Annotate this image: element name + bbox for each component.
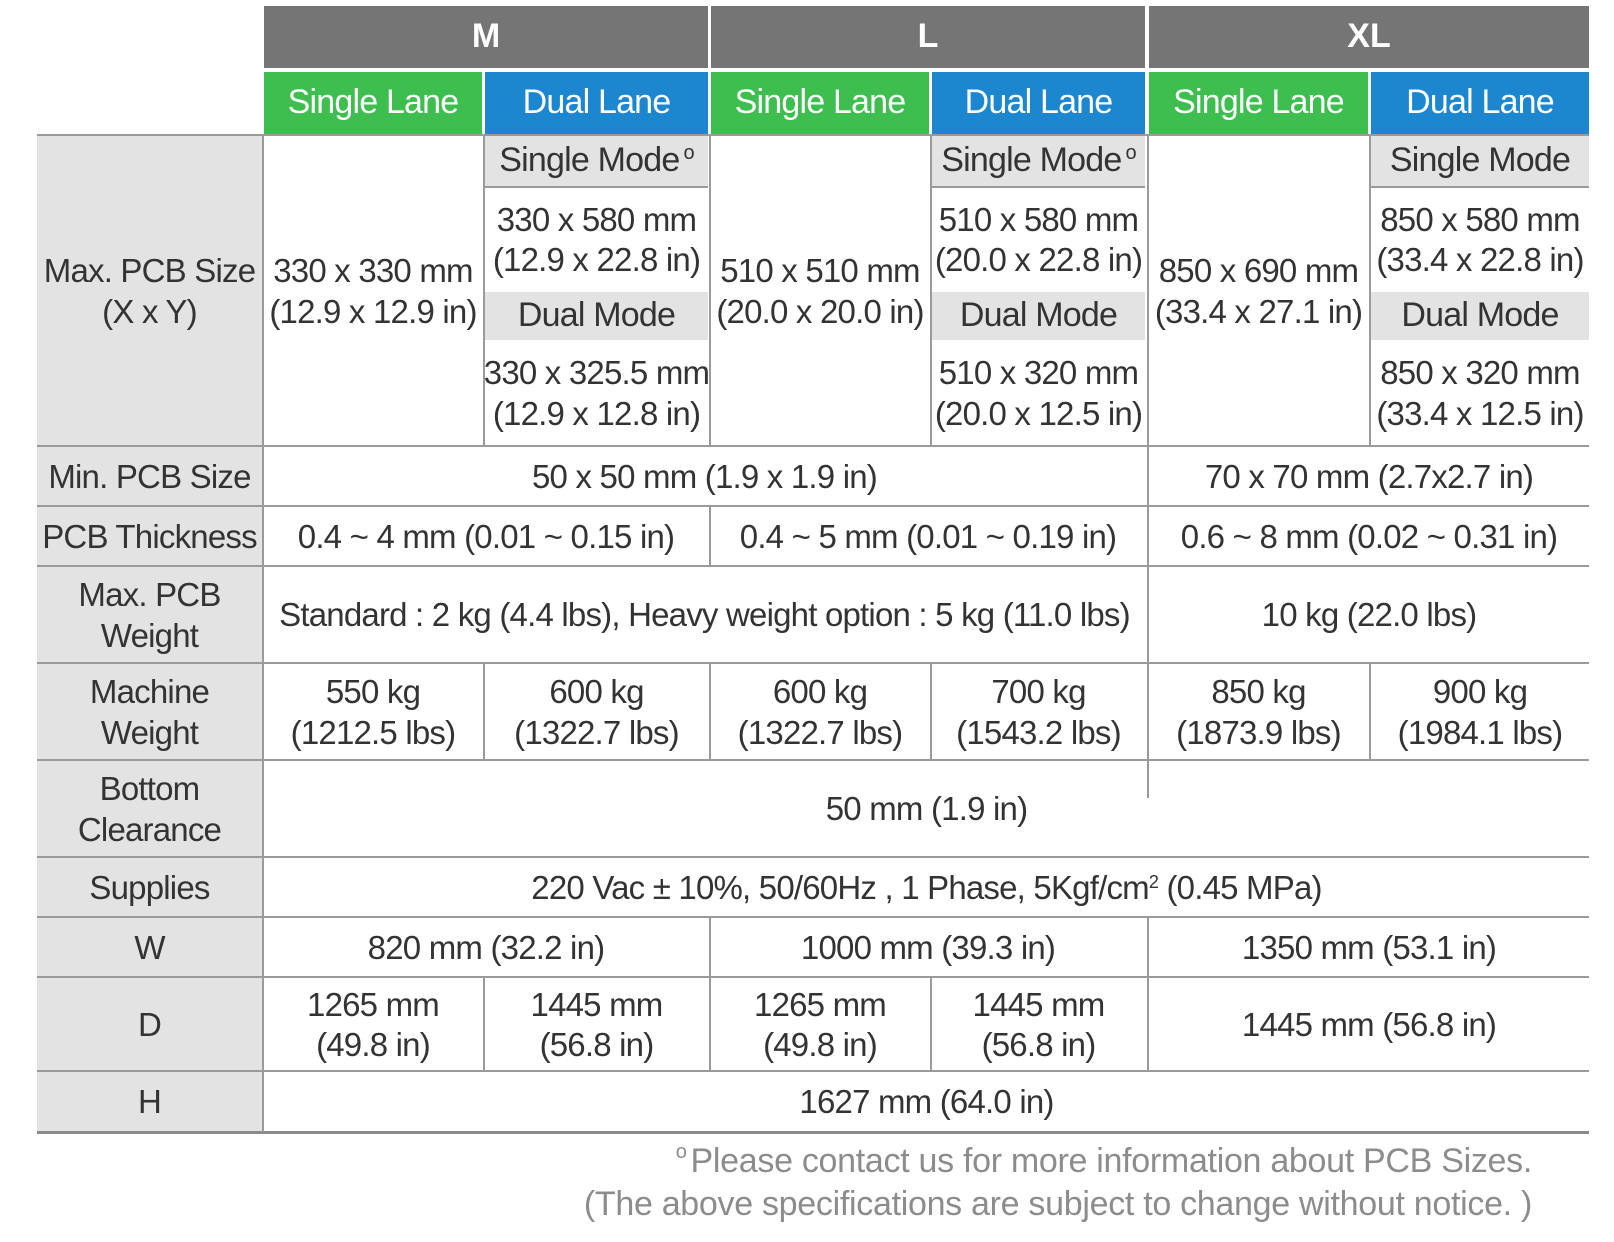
l-dual-dual-mode-value: 510 x 320 mm (20.0 x 12.5 in) (934, 354, 1143, 432)
rule (1369, 664, 1371, 761)
supplies-value: 220 Vac ± 10%, 50/60Hz , 1 Phase, 5Kgf/c… (531, 868, 1322, 906)
thickness-m: 0.4 ~ 4 mm (0.01 ~ 0.15 in) (297, 517, 675, 555)
thickness-l: 0.4 ~ 5 mm (0.01 ~ 0.19 in) (739, 517, 1117, 555)
label-bottom-clearance: Bottom Clearance (37, 761, 262, 858)
rule (1147, 136, 1149, 798)
label-pcb-thickness: PCB Thickness (37, 507, 262, 567)
rule (709, 136, 711, 447)
rule (37, 445, 1589, 447)
machine-weight-l-dual: 700 kg (1543.2 lbs) (956, 673, 1121, 751)
pcb-weight-xl: 10 kg (22.0 lbs) (1261, 596, 1477, 634)
l-dual-single-mode-label: Single Mode o (932, 136, 1145, 186)
rule (1147, 918, 1149, 1072)
rule (37, 505, 1589, 507)
h-value: 1627 mm (64.0 in) (799, 1082, 1054, 1120)
rule (709, 918, 711, 1072)
xl-dual-dual-mode-value: 850 x 320 mm (33.4 x 12.5 in) (1376, 354, 1584, 432)
lane-header-l-single: Single Lane (711, 72, 929, 134)
w-xl: 1350 mm (53.1 in) (1241, 928, 1497, 966)
pcb-weight-m-l: Standard : 2 kg (4.4 lbs), Heavy weight … (279, 596, 1130, 634)
d-m-single: 1265 mm (49.8 in) (307, 985, 440, 1063)
max-pcb-m-single: 330 x 330 mm (12.9 x 12.9 in) (269, 252, 477, 330)
footnote-mark: o (1125, 142, 1136, 165)
min-pcb-xl: 70 x 70 mm (2.7x2.7 in) (1204, 457, 1534, 495)
machine-weight-xl-single: 850 kg (1873.9 lbs) (1176, 673, 1341, 751)
rule (37, 1070, 1589, 1072)
rule (262, 136, 264, 1132)
model-header-m: M (264, 6, 708, 68)
max-pcb-xl-single: 850 x 690 mm (33.4 x 27.1 in) (1154, 252, 1363, 330)
xl-dual-dual-mode-label: Dual Mode (1371, 292, 1589, 340)
w-l: 1000 mm (39.3 in) (800, 928, 1056, 966)
w-m: 820 mm (32.2 in) (367, 928, 605, 966)
lane-header-l-dual: Dual Lane (932, 72, 1145, 134)
m-dual-dual-mode-value: 330 x 325.5 mm (12.9 x 12.8 in) (483, 354, 710, 432)
machine-weight-xl-dual: 900 kg (1984.1 lbs) (1397, 673, 1563, 751)
max-pcb-l-single: 510 x 510 mm (20.0 x 20.0 in) (716, 252, 924, 330)
d-l-single: 1265 mm (49.8 in) (754, 985, 887, 1063)
rule (483, 664, 485, 761)
d-l-dual: 1445 mm (56.8 in) (972, 985, 1106, 1063)
l-dual-single-mode-value: 510 x 580 mm (20.0 x 22.8 in) (934, 200, 1143, 278)
bottom-clearance-value: 50 mm (1.9 in) (825, 790, 1028, 828)
lane-header-m-single: Single Lane (264, 72, 482, 134)
m-dual-dual-mode-label: Dual Mode (485, 292, 708, 340)
xl-dual-single-mode-value: 850 x 580 mm (33.4 x 22.8 in) (1376, 200, 1584, 278)
m-dual-single-mode-label: Single Mode o (485, 136, 708, 186)
thickness-xl: 0.6 ~ 8 mm (0.02 ~ 0.31 in) (1180, 517, 1558, 555)
rule (930, 978, 932, 1072)
rule (1369, 136, 1371, 447)
rule (709, 664, 711, 761)
rule-top (37, 134, 1589, 136)
rule (37, 565, 1589, 567)
rule (483, 978, 485, 1072)
xl-dual-single-mode-label: Single Mode (1371, 136, 1589, 186)
lane-header-xl-single: Single Lane (1149, 72, 1368, 134)
label-h: H (37, 1072, 262, 1132)
d-m-dual: 1445 mm (56.8 in) (530, 985, 664, 1063)
rule (1371, 186, 1589, 188)
rule (37, 916, 1589, 918)
rule (709, 507, 711, 567)
rule (483, 136, 485, 447)
machine-weight-m-dual: 600 kg (1322.7 lbs) (514, 673, 679, 751)
rule (37, 662, 1589, 664)
machine-weight-l-single: 600 kg (1322.7 lbs) (737, 673, 903, 751)
lane-header-m-dual: Dual Lane (485, 72, 708, 134)
machine-weight-m-single: 550 kg (1212.5 lbs) (290, 673, 456, 751)
min-pcb-m-l: 50 x 50 mm (1.9 x 1.9 in) (532, 457, 878, 495)
model-header-xl: XL (1149, 6, 1589, 68)
m-dual-single-mode-value: 330 x 580 mm (12.9 x 22.8 in) (492, 200, 701, 278)
rule-bottom (37, 1131, 1589, 1134)
rule (930, 664, 932, 761)
footnote-line-1: o Please contact us for more information … (675, 1141, 1533, 1180)
rule (37, 759, 1589, 761)
lane-header-xl-dual: Dual Lane (1371, 72, 1589, 134)
rule (485, 186, 708, 188)
rule (932, 186, 1145, 188)
label-w: W (37, 918, 262, 978)
label-machine-weight: Machine Weight (37, 664, 262, 761)
d-xl: 1445 mm (56.8 in) (1241, 1005, 1497, 1043)
label-d: D (37, 978, 262, 1072)
model-header-l: L (711, 6, 1145, 68)
label-supplies: Supplies (37, 858, 262, 918)
rule (37, 856, 1589, 858)
rule (930, 136, 932, 447)
footnote-mark: o (675, 1141, 687, 1163)
rule (37, 976, 1589, 978)
l-dual-dual-mode-label: Dual Mode (932, 292, 1145, 340)
label-min-pcb-size: Min. PCB Size (37, 447, 262, 507)
label-max-pcb-size: Max. PCB Size (X x Y) (37, 136, 262, 447)
footnote-mark: o (683, 142, 694, 165)
label-max-pcb-weight: Max. PCB Weight (37, 567, 262, 664)
footnote-line-2: (The above specifications are subject to… (583, 1185, 1532, 1223)
